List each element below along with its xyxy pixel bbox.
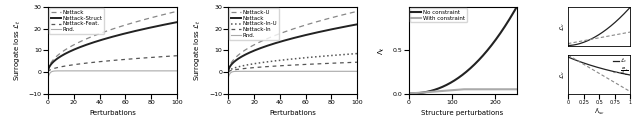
Legend: No constraint, With constraint: No constraint, With constraint: [410, 8, 467, 22]
Legend: Nettack, Nettack-Struct, Nettack-Feat., Rnd.: Nettack, Nettack-Struct, Nettack-Feat., …: [49, 8, 104, 34]
Legend: Nettack-U, Nettack, Nettack-In-U, Nettack-In, Rnd.: Nettack-U, Nettack, Nettack-In-U, Nettac…: [229, 8, 279, 40]
Y-axis label: $\mathcal{L}_v$: $\mathcal{L}_v$: [557, 70, 566, 79]
Y-axis label: $\Lambda_t$: $\Lambda_t$: [377, 46, 387, 55]
X-axis label: $\hat{\Lambda}_{sc}$: $\hat{\Lambda}_{sc}$: [594, 106, 605, 117]
X-axis label: Structure perturbations: Structure perturbations: [422, 110, 504, 116]
X-axis label: Perturbations: Perturbations: [89, 110, 136, 116]
Y-axis label: $\mathcal{L}_v$: $\mathcal{L}_v$: [557, 22, 566, 31]
Legend: $\mathcal{L}_c$, $\frac{\partial \mathcal{L}_c}{\partial \Lambda_{sc}}$: $\mathcal{L}_c$, $\frac{\partial \mathca…: [613, 56, 629, 79]
Y-axis label: Surrogate loss $\mathcal{L}_t$: Surrogate loss $\mathcal{L}_t$: [13, 20, 23, 81]
Y-axis label: Surrogate loss $\mathcal{L}_t$: Surrogate loss $\mathcal{L}_t$: [193, 20, 204, 81]
X-axis label: Perturbations: Perturbations: [269, 110, 316, 116]
